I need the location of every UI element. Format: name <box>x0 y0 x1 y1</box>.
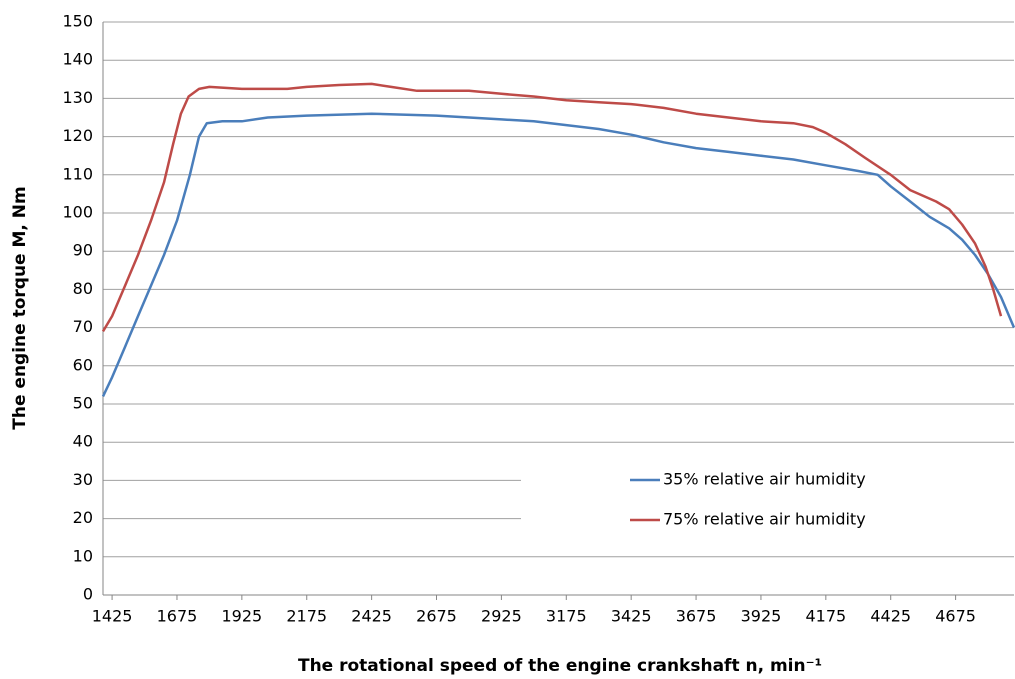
x-tick-label: 2675 <box>416 607 457 626</box>
x-tick-label: 4175 <box>805 607 846 626</box>
x-tick-label: 3175 <box>546 607 587 626</box>
y-tick-label: 70 <box>73 317 93 336</box>
x-tick-label: 2425 <box>351 607 392 626</box>
y-tick-label: 120 <box>62 126 93 145</box>
x-axis-title: The rotational speed of the engine crank… <box>298 656 822 676</box>
y-tick-label: 140 <box>62 50 93 69</box>
y-tick-label: 10 <box>73 546 93 565</box>
y-tick-label: 150 <box>62 12 93 31</box>
y-tick-label: 50 <box>73 394 93 413</box>
y-tick-label: 90 <box>73 241 93 260</box>
y-tick-label: 20 <box>73 508 93 527</box>
legend-background <box>521 458 1015 542</box>
y-tick-label: 80 <box>73 279 93 298</box>
x-tick-label: 2175 <box>286 607 327 626</box>
legend-label: 75% relative air humidity <box>663 510 866 529</box>
x-tick-label: 4675 <box>935 607 976 626</box>
y-tick-label: 110 <box>62 164 93 183</box>
y-tick-label: 0 <box>83 585 93 604</box>
x-tick-label: 3675 <box>676 607 717 626</box>
y-axis-title: The engine torque M, Nm <box>10 186 30 429</box>
x-tick-label: 2925 <box>481 607 522 626</box>
x-tick-label: 1675 <box>157 607 198 626</box>
y-tick-label: 130 <box>62 88 93 107</box>
y-tick-label: 60 <box>73 355 93 374</box>
data-line <box>101 82 1003 333</box>
x-tick-label: 1425 <box>92 607 133 626</box>
y-tick-label: 100 <box>62 203 93 222</box>
y-tick-label: 30 <box>73 470 93 489</box>
x-tick-label: 1925 <box>221 607 262 626</box>
legend-label: 35% relative air humidity <box>663 470 866 489</box>
y-tick-label: 40 <box>73 432 93 451</box>
x-tick-label: 3925 <box>741 607 782 626</box>
x-tick-label: 3425 <box>611 607 652 626</box>
data-line <box>101 112 1015 397</box>
x-tick-label: 4425 <box>870 607 911 626</box>
